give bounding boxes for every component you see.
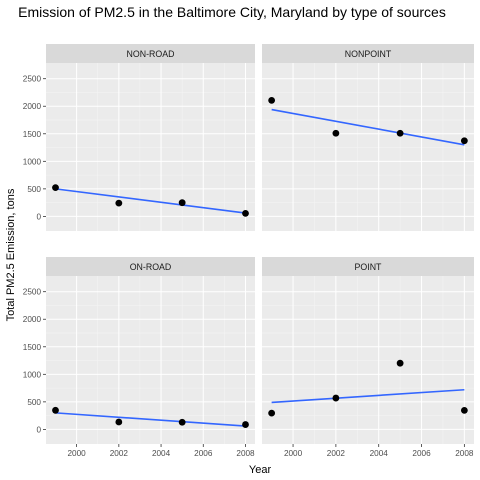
- data-point: [268, 96, 276, 104]
- y-tick-label: 1500: [23, 343, 42, 352]
- trend-line: [271, 108, 465, 146]
- facet-on-road: ON-ROAD 0 500 1000 1500 2000 2500 2000 2002 2004 2…: [23, 257, 255, 458]
- facet-strip-label: NON-ROAD: [127, 49, 175, 59]
- data-point: [460, 137, 468, 145]
- y-axis-title: Total PM2.5 Emission, tons: [5, 188, 17, 321]
- data-point: [396, 359, 404, 367]
- data-point: [460, 407, 468, 414]
- facet-strip-label: POINT: [355, 262, 383, 272]
- x-tick-label: 2008: [236, 449, 255, 458]
- facet-strip: [46, 44, 255, 63]
- y-tick-label: 1000: [23, 157, 42, 166]
- y-tick-label: 500: [27, 398, 41, 407]
- data-point: [242, 421, 249, 428]
- y-tick-label: 2000: [23, 102, 42, 111]
- data-point: [115, 199, 123, 207]
- x-tick-label: 2004: [152, 449, 171, 458]
- data-point: [268, 409, 276, 417]
- facet-strip: [46, 257, 255, 276]
- facet-strip: [262, 257, 474, 276]
- data-point: [178, 418, 186, 426]
- data-point: [332, 129, 340, 137]
- x-tick-label: 2002: [110, 449, 129, 458]
- panel-background: [46, 276, 255, 444]
- data-point: [178, 199, 186, 207]
- panel-background: [262, 63, 474, 231]
- trend-line: [55, 412, 246, 427]
- facet-nonpoint: NONPOINT: [262, 44, 474, 231]
- y-tick-label: 1500: [23, 130, 42, 139]
- data-point: [396, 129, 404, 137]
- x-tick-label: 2006: [412, 449, 431, 458]
- x-tick-label: 2008: [455, 449, 474, 458]
- data-point: [52, 184, 59, 192]
- x-tick-label: 2006: [194, 449, 213, 458]
- chart-title: Emission of PM2.5 in the Baltimore City,…: [18, 4, 446, 20]
- panel-background: [262, 276, 474, 444]
- facet-grid: NON-ROAD 0 500 1000 1500 2000 2500 NONPOINT ON-R…: [23, 44, 474, 458]
- facet-strip: [262, 44, 474, 63]
- facet-strip-label: NONPOINT: [345, 49, 392, 59]
- x-tick-label: 2000: [68, 449, 87, 458]
- facet-point: POINT 2000 2002 2004 2006 2008: [262, 257, 474, 458]
- trend-line: [55, 188, 246, 214]
- x-tick-label: 2000: [284, 449, 303, 458]
- y-tick-label: 1000: [23, 370, 42, 379]
- facet-non-road: NON-ROAD 0 500 1000 1500 2000 2500: [23, 44, 255, 231]
- y-tick-label: 2500: [23, 75, 42, 84]
- data-point: [115, 418, 123, 426]
- facet-strip-label: ON-ROAD: [130, 262, 172, 272]
- data-point: [52, 406, 59, 414]
- y-tick-label: 0: [36, 425, 41, 434]
- y-tick-label: 500: [27, 185, 41, 194]
- panel-background: [46, 63, 255, 231]
- y-tick-label: 2000: [23, 315, 42, 324]
- y-tick-label: 2500: [23, 288, 42, 297]
- data-point: [332, 394, 340, 402]
- x-axis-title: Year: [249, 464, 272, 476]
- trend-line: [271, 388, 465, 404]
- x-tick-label: 2002: [327, 449, 346, 458]
- data-point: [242, 209, 249, 217]
- y-tick-label: 0: [36, 212, 41, 221]
- x-tick-label: 2004: [370, 449, 389, 458]
